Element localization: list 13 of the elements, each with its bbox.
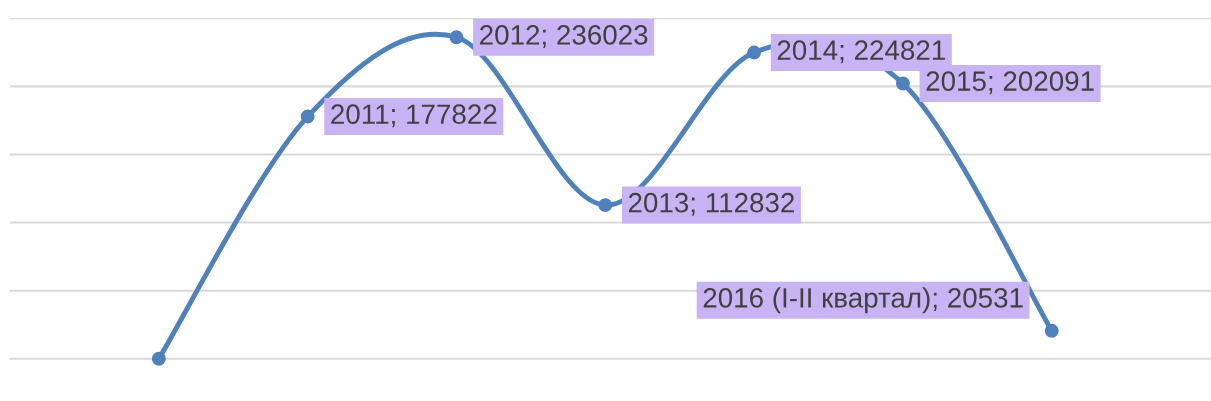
data-label: 2013; 112832 <box>628 192 794 216</box>
point <box>747 45 762 60</box>
point <box>300 109 315 124</box>
point <box>1044 323 1059 338</box>
point <box>449 30 464 45</box>
data-label: 2012; 236023 <box>480 25 648 49</box>
data-label: 2015; 202091 <box>926 71 1094 95</box>
point <box>151 351 166 366</box>
data-label: 2011; 177822 <box>331 104 497 128</box>
data-label: 2016 (I-II квартал); 20531 <box>703 287 1023 314</box>
data-label: 2014; 224821 <box>777 40 945 64</box>
point <box>895 76 910 91</box>
point <box>598 198 613 213</box>
